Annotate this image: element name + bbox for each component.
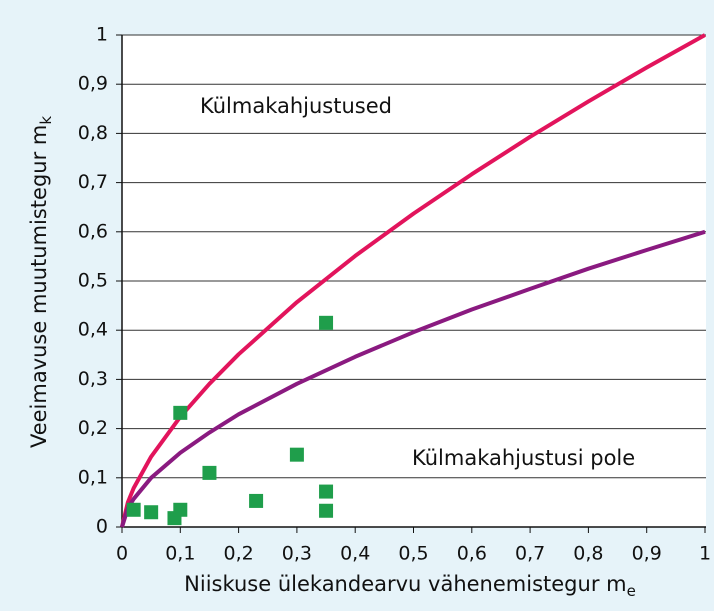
x-tick-label: 1 — [699, 543, 711, 565]
x-tick-label: 0,7 — [515, 543, 545, 565]
point — [126, 502, 141, 517]
x-tick-label: 0,8 — [573, 543, 603, 565]
x-axis-label-sub: e — [627, 582, 636, 600]
x-axis-label: Niiskuse ülekandearvu vähenemistegur me — [184, 572, 636, 600]
y-tick-label: 0,8 — [78, 122, 108, 144]
annotation: Külmakahjustusi pole — [412, 446, 635, 470]
point — [319, 484, 334, 499]
y-tick-label: 0,6 — [78, 220, 108, 242]
x-tick-label: 0,2 — [223, 543, 253, 565]
y-tick-label: 0,7 — [78, 171, 108, 193]
y-axis-label-main: Veeimavuse muutumistegur m — [27, 125, 51, 448]
y-tick-label: 0,1 — [78, 466, 108, 488]
x-tick-label: 0,5 — [398, 543, 428, 565]
point — [144, 505, 159, 520]
curve — [120, 33, 706, 528]
x-tick-label: 0,1 — [165, 543, 195, 565]
x-tick-label: 0,4 — [340, 543, 370, 565]
y-tick-label: 1 — [96, 24, 108, 46]
x-tick-label: 0,6 — [457, 543, 487, 565]
y-axis-label: Veeimavuse muutumistegur mk — [27, 116, 55, 448]
x-tick-label: 0 — [116, 543, 128, 565]
y-tick-label: 0 — [96, 516, 108, 538]
x-axis-label-main: Niiskuse ülekandearvu vähenemistegur m — [184, 572, 626, 596]
y-tick-label: 0,4 — [78, 319, 108, 341]
y-tick-label: 0,9 — [78, 73, 108, 95]
point — [319, 315, 334, 330]
x-tick-label: 0,3 — [282, 543, 312, 565]
y-tick-label: 0,5 — [78, 270, 108, 292]
point — [249, 493, 264, 508]
y-axis-label-sub: k — [37, 116, 55, 125]
point — [173, 405, 188, 420]
point — [289, 447, 304, 462]
curve — [120, 229, 706, 528]
point — [202, 465, 217, 480]
y-tick-label: 0,2 — [78, 417, 108, 439]
y-tick-label: 0,3 — [78, 368, 108, 390]
point — [173, 502, 188, 517]
x-tick-label: 0,9 — [632, 543, 662, 565]
point — [319, 503, 334, 518]
annotation: Külmakahjustused — [200, 94, 392, 118]
